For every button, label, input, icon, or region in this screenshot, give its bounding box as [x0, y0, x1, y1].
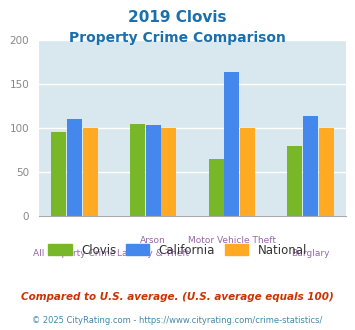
Bar: [224, 72, 239, 216]
Text: Property Crime Comparison: Property Crime Comparison: [69, 31, 286, 45]
Bar: [83, 128, 98, 216]
Text: Larceny & Theft: Larceny & Theft: [117, 249, 189, 258]
Bar: [67, 119, 82, 216]
Bar: [130, 124, 145, 216]
Bar: [319, 128, 334, 216]
Legend: Clovis, California, National: Clovis, California, National: [43, 239, 312, 261]
Bar: [209, 159, 224, 216]
Bar: [146, 125, 161, 216]
Bar: [303, 116, 318, 216]
Text: Burglary: Burglary: [291, 249, 330, 258]
Bar: [288, 146, 302, 216]
Bar: [51, 132, 66, 216]
Bar: [162, 128, 176, 216]
Text: 2019 Clovis: 2019 Clovis: [128, 10, 227, 25]
Text: Compared to U.S. average. (U.S. average equals 100): Compared to U.S. average. (U.S. average …: [21, 292, 334, 302]
Text: © 2025 CityRating.com - https://www.cityrating.com/crime-statistics/: © 2025 CityRating.com - https://www.city…: [32, 316, 323, 325]
Bar: [240, 128, 255, 216]
Text: Arson: Arson: [140, 236, 166, 245]
Text: Motor Vehicle Theft: Motor Vehicle Theft: [188, 236, 276, 245]
Text: All Property Crime: All Property Crime: [33, 249, 116, 258]
